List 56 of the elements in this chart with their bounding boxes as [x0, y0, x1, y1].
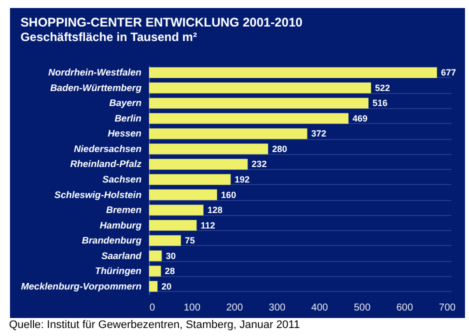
x-tick-label: 600 — [396, 302, 414, 314]
bar — [149, 144, 268, 154]
y-tick-label: Baden-Württemberg — [50, 82, 142, 94]
y-tick-label: Hessen — [108, 128, 142, 140]
x-tick-label: 700 — [438, 302, 456, 314]
x-tick-label: 500 — [354, 302, 371, 314]
x-tick-label: 200 — [226, 302, 244, 314]
source-note: Quelle: Institut für Gewerbezentren, Stamberg, Januar 2011 — [9, 319, 300, 331]
data-label: 469 — [352, 113, 368, 124]
bar — [149, 98, 368, 109]
y-tick-label: Saarland — [101, 250, 142, 262]
data-label: 516 — [372, 98, 388, 108]
data-label: 30 — [166, 250, 176, 261]
x-tick-label: 400 — [311, 302, 328, 314]
bar — [149, 266, 161, 276]
x-tick-label: 100 — [184, 302, 201, 314]
y-tick-label: Niedersachsen — [74, 144, 142, 155]
bar — [149, 113, 348, 124]
data-label: 128 — [207, 205, 222, 216]
data-label: 28 — [164, 266, 175, 276]
bar — [149, 82, 372, 94]
data-label: 75 — [184, 236, 195, 246]
data-label: 522 — [375, 82, 390, 93]
bar — [149, 204, 204, 216]
y-tick-label: Rheinland-Pfalz — [70, 159, 142, 170]
bar — [149, 67, 437, 78]
y-tick-label: Brandenburg — [82, 236, 142, 247]
chart-subtitle: Geschäftsfläche in Tausend m² — [20, 30, 197, 44]
bar — [149, 281, 158, 292]
y-tick-label: Berlin — [114, 113, 142, 124]
bar — [149, 128, 308, 140]
bar — [149, 158, 248, 170]
y-tick-label: Hamburg — [100, 220, 142, 232]
data-label: 677 — [440, 68, 456, 78]
y-tick-label: Nordrhein-Westfalen — [48, 68, 142, 79]
data-label: 20 — [162, 281, 172, 292]
data-label: 192 — [234, 174, 250, 184]
y-tick-label: Bremen — [106, 205, 142, 216]
data-label: 232 — [252, 159, 267, 170]
x-tick-label: 300 — [268, 302, 286, 314]
x-tick-label: 0 — [150, 302, 156, 314]
bar — [149, 189, 218, 200]
bar — [149, 220, 197, 231]
y-tick-label: Thüringen — [95, 266, 142, 278]
data-label: 280 — [272, 144, 288, 154]
bar — [149, 250, 162, 262]
y-tick-label: Schleswig-Holstein — [54, 190, 142, 201]
data-label: 160 — [221, 190, 236, 200]
data-label: 372 — [311, 128, 326, 139]
bar — [149, 174, 231, 185]
chart-title: SHOPPING-CENTER ENTWICKLUNG 2001-2010 — [20, 16, 303, 30]
y-tick-label: Sachsen — [102, 174, 142, 186]
data-label: 112 — [200, 220, 216, 230]
y-tick-label: Mecklenburg-Vorpommern — [20, 281, 142, 292]
bar — [149, 235, 181, 246]
y-tick-label: Bayern — [109, 98, 142, 110]
